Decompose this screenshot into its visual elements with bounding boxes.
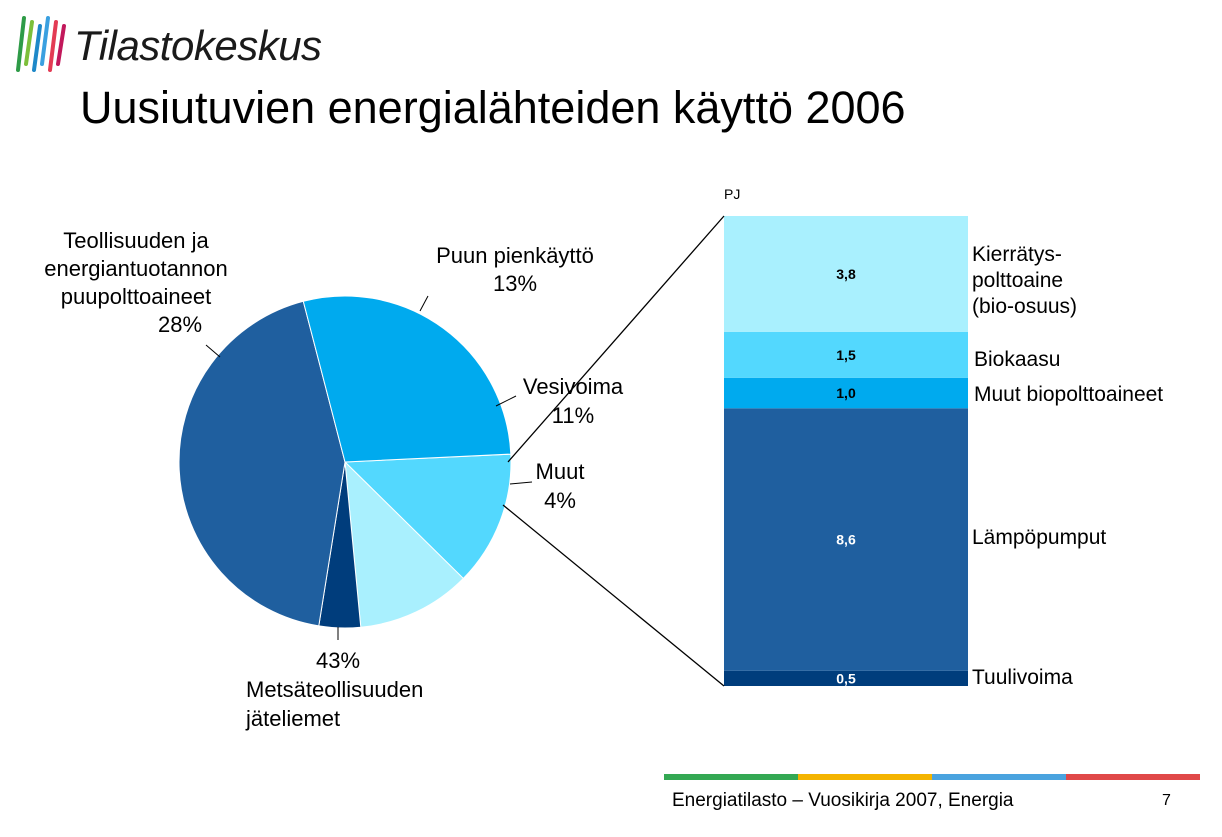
logo-bar bbox=[24, 20, 34, 66]
bar-value-label: 8,6 bbox=[836, 532, 856, 548]
connector-line-top bbox=[507, 215, 725, 463]
pie-slice-label: jäteliemet bbox=[245, 706, 340, 731]
pie-slice bbox=[302, 295, 512, 463]
bar-value-label: 0,5 bbox=[836, 670, 856, 686]
pie-slice-label: puupolttoaineet bbox=[61, 284, 211, 309]
pie-slice-label: Vesivoima bbox=[523, 374, 624, 399]
bar-category-label: polttoaine bbox=[972, 269, 1063, 292]
pie-slice-label: Teollisuuden ja bbox=[63, 228, 209, 253]
pie-leader-line bbox=[205, 344, 221, 358]
bar-segment bbox=[724, 377, 968, 409]
bar-category-label: Kierrätys- bbox=[972, 243, 1062, 266]
pie-slice bbox=[343, 453, 512, 580]
bar-segment bbox=[724, 331, 968, 378]
bar-category-label: Tuulivoima bbox=[972, 666, 1073, 689]
footer-source: Energiatilasto – Vuosikirja 2007, Energi… bbox=[672, 790, 1014, 811]
pie-slice-label: 13% bbox=[493, 271, 537, 296]
connector-line-bottom bbox=[502, 504, 725, 687]
pie-slice-label: Muut bbox=[536, 459, 585, 484]
pie-slice-label: 11% bbox=[552, 403, 594, 428]
bar-segment bbox=[724, 670, 968, 686]
logo-bar bbox=[16, 16, 26, 72]
footer-stripe-segment bbox=[798, 774, 932, 780]
bar-value-label: 1,5 bbox=[836, 347, 856, 363]
pie-slice bbox=[178, 300, 346, 627]
bar-segment bbox=[724, 216, 968, 332]
logo-bar bbox=[40, 16, 50, 66]
pie-slice-label: 28% bbox=[158, 312, 202, 337]
bar-unit-label: PJ bbox=[724, 186, 740, 202]
page-number: 7 bbox=[1162, 792, 1171, 809]
footer-stripe-segment bbox=[664, 774, 798, 780]
pie-slice-label: Puun pienkäyttö bbox=[436, 243, 594, 268]
pie-leader-line bbox=[419, 295, 429, 312]
footer-stripe-segment bbox=[932, 774, 1066, 780]
bar-value-label: 1,0 bbox=[836, 385, 856, 401]
logo-bar bbox=[48, 20, 58, 72]
pie-slice-label: Metsäteollisuuden bbox=[246, 677, 423, 702]
footer-stripe-segment bbox=[1066, 774, 1200, 780]
bar-category-label: Lämpöpumput bbox=[972, 526, 1106, 549]
bar-value-label: 3,8 bbox=[836, 266, 856, 282]
bar-category-label: Muut biopolttoaineet bbox=[974, 383, 1163, 406]
pie-leader-line bbox=[509, 481, 533, 485]
logo-bar bbox=[56, 24, 66, 66]
logo-bar bbox=[32, 24, 42, 72]
brand-name: Tilastokeskus bbox=[74, 22, 322, 69]
page-title: Uusiutuvien energialähteiden käyttö 2006 bbox=[80, 82, 906, 133]
tilastokeskus-logo-icon bbox=[16, 16, 66, 72]
pie-slice-label: 4% bbox=[544, 488, 576, 513]
bar-category-label: Biokaasu bbox=[974, 348, 1060, 371]
pie-slice bbox=[344, 460, 465, 628]
pie-slice-label: energiantuotannon bbox=[44, 256, 228, 281]
pie-slice-label: 43% bbox=[316, 648, 360, 673]
pie-leader-line bbox=[495, 395, 517, 407]
bar-segment bbox=[724, 408, 968, 671]
bar-category-label: (bio-osuus) bbox=[972, 295, 1077, 318]
